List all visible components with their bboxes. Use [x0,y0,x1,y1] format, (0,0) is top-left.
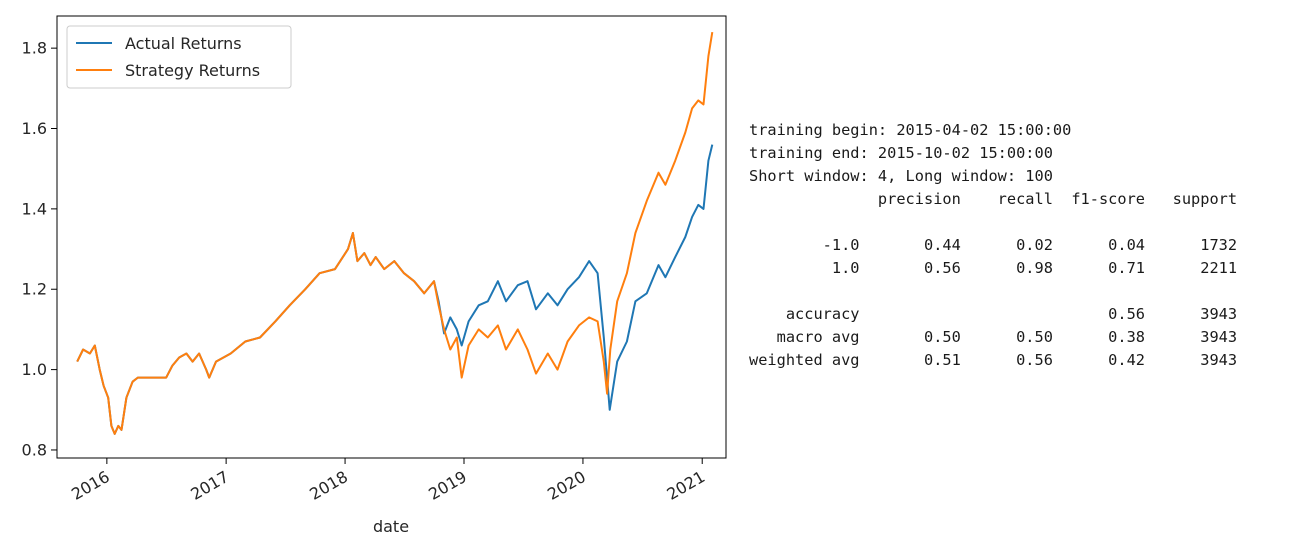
report-line: 1.0 0.56 0.98 0.71 2211 [749,259,1238,277]
report-line: Short window: 4, Long window: 100 [749,167,1053,185]
legend: Actual Returns Strategy Returns [66,25,292,89]
report-line [749,211,1237,234]
y-axis: 0.8 1.0 1.2 1.4 1.6 1.8 [22,39,57,459]
report-line: accuracy 0.56 3943 [749,305,1238,323]
plot-frame [56,15,727,459]
x-tick-label: 2017 [187,467,232,504]
y-tick-label: 1.8 [22,39,47,58]
report-line: training begin: 2015-04-02 15:00:00 [749,121,1072,139]
x-tick-label: 2021 [663,467,708,504]
y-tick-label: 1.0 [22,360,47,379]
report-line [749,280,1237,303]
legend-label-actual-returns: Actual Returns [125,34,242,53]
x-tick-label: 2020 [544,467,589,504]
y-tick-label: 1.6 [22,119,47,138]
report-line: -1.0 0.44 0.02 0.04 1732 [749,236,1238,254]
x-tick-label: 2019 [425,467,470,504]
classification-report: training begin: 2015-04-02 15:00:00 train… [749,119,1237,372]
report-line: weighted avg 0.51 0.56 0.42 3943 [749,351,1238,369]
report-line: precision recall f1-score support [749,190,1238,208]
x-tick-label: 2018 [306,467,351,504]
series-layer [76,31,714,435]
x-axis-label: date [373,517,409,536]
report-line: macro avg 0.50 0.50 0.38 3943 [749,328,1238,346]
x-axis: 2016 2017 2018 2019 2020 2021 [68,458,708,504]
series-line-strategy-returns [76,31,714,435]
y-tick-label: 0.8 [22,440,47,459]
y-tick-label: 1.2 [22,280,47,299]
legend-box [66,25,292,89]
series-line-actual-returns [76,144,714,435]
legend-label-strategy-returns: Strategy Returns [125,61,260,80]
report-line: training end: 2015-10-02 15:00:00 [749,144,1053,162]
returns-chart: 0.81.01.21.41.61.8 2016 2017 2018 2019 2020 2… [22,15,727,536]
y-tick-label: 1.4 [22,199,47,218]
x-tick-label: 2016 [68,467,113,504]
